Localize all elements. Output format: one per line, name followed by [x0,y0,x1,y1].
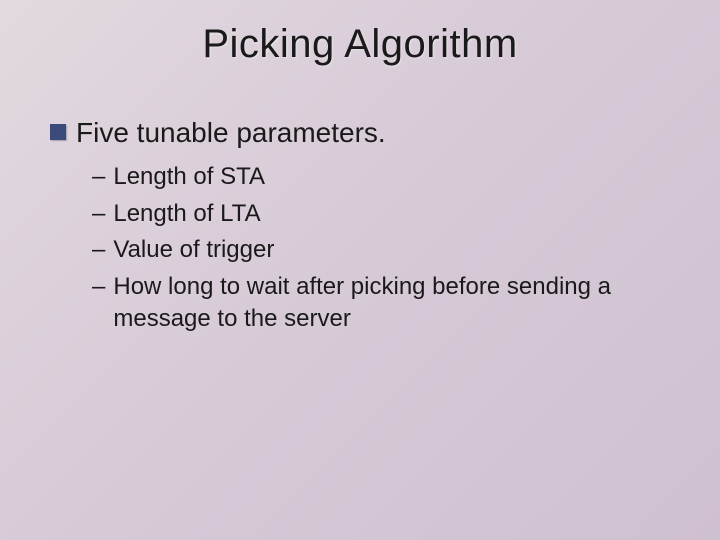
bullet-item: Five tunable parameters. [50,115,680,151]
sub-item-text: Length of LTA [113,198,260,230]
dash-icon: – [92,198,105,230]
bullet-text: Five tunable parameters. [76,115,386,151]
sub-item-text: Length of STA [113,161,265,193]
slide-content: Five tunable parameters. – Length of STA… [50,115,680,339]
dash-icon: – [92,234,105,266]
dash-icon: – [92,271,105,303]
sub-item-text: How long to wait after picking before se… [113,271,680,336]
dash-icon: – [92,161,105,193]
sub-item: – Length of STA [92,161,680,193]
slide-title: Picking Algorithm [0,22,720,67]
square-bullet-icon [50,124,66,140]
sub-item: – Length of LTA [92,198,680,230]
sub-item-text: Value of trigger [113,234,274,266]
sub-list: – Length of STA – Length of LTA – Value … [92,161,680,335]
sub-item: – How long to wait after picking before … [92,271,680,336]
sub-item: – Value of trigger [92,234,680,266]
